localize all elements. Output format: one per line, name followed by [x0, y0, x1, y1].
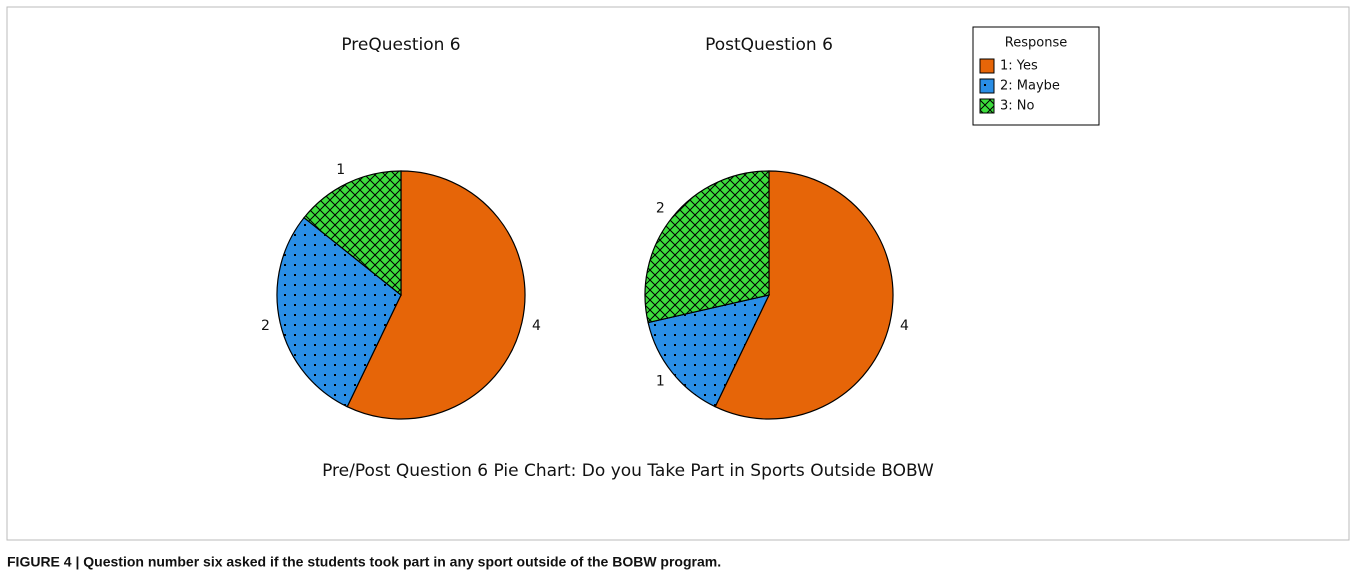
figure-title: Pre/Post Question 6 Pie Chart: Do you Ta… — [322, 461, 934, 481]
caption: FIGURE 4 | Question number six asked if … — [7, 554, 721, 570]
legend-swatch — [979, 78, 995, 94]
legend-label: 1: Yes — [1000, 59, 1038, 74]
legend-swatch — [979, 58, 995, 74]
pie-slice — [714, 170, 894, 420]
pie-slice — [276, 216, 402, 408]
slice-label: 4 — [532, 318, 541, 334]
pie-slice — [303, 170, 402, 297]
slice-label: 4 — [900, 318, 909, 334]
slice-label: 2 — [261, 318, 270, 334]
pie-slice — [644, 170, 770, 324]
pie-title: PreQuestion 6 — [341, 35, 460, 55]
pie-slice — [647, 294, 771, 408]
slice-label: 2 — [656, 200, 665, 216]
frame — [6, 6, 1350, 541]
legend-title: Response — [1005, 36, 1067, 51]
pie-slice — [346, 170, 526, 420]
legend-label: 3: No — [1000, 99, 1035, 114]
pie-title: PostQuestion 6 — [705, 35, 833, 55]
slice-label: 1 — [656, 374, 665, 390]
legend-label: 2: Maybe — [1000, 79, 1060, 94]
slice-label: 1 — [336, 162, 345, 178]
legend-swatch — [979, 98, 995, 114]
